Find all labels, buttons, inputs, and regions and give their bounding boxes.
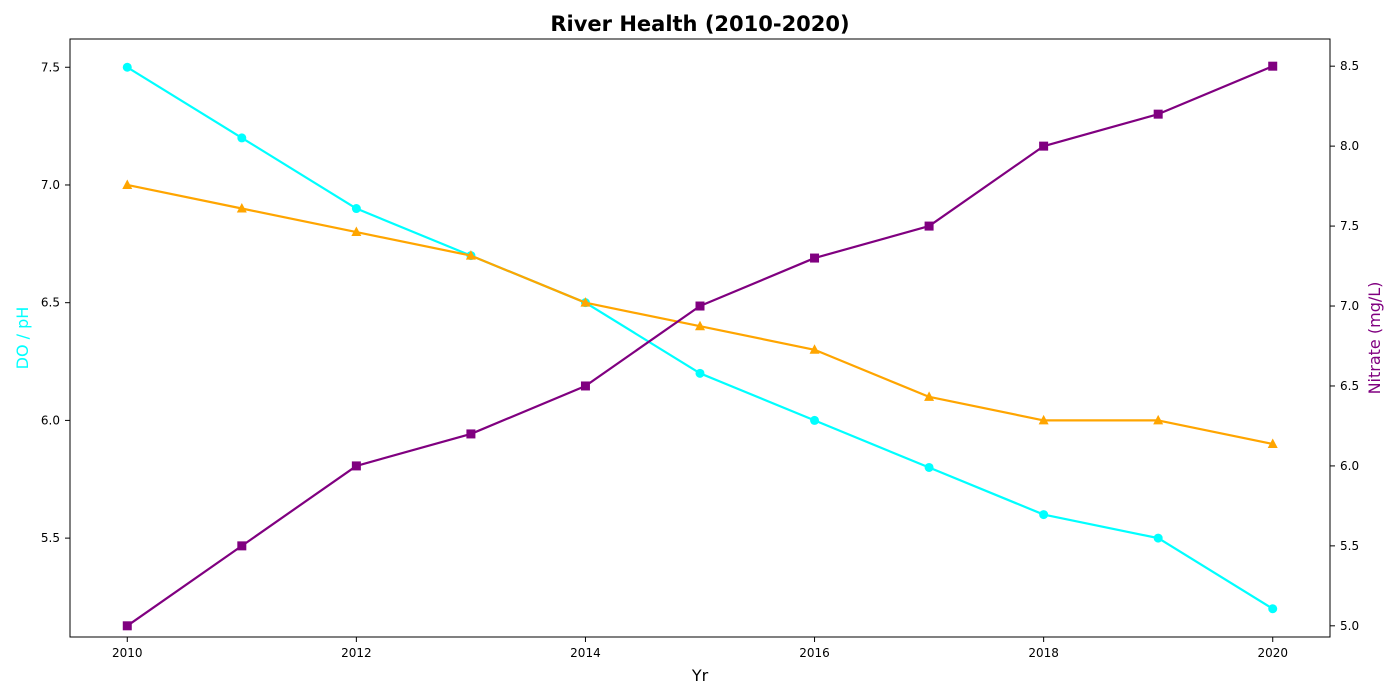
data-point xyxy=(1039,141,1049,151)
y-left-tick-label: 5.5 xyxy=(41,531,60,545)
data-point xyxy=(351,226,362,237)
y-left-tick-label: 6.5 xyxy=(41,296,60,310)
x-axis: 2010 2012 2014 2016 2018 2020 xyxy=(112,637,1288,660)
data-point xyxy=(1153,533,1163,543)
data-point xyxy=(1039,510,1049,520)
data-point xyxy=(695,320,705,331)
data-point xyxy=(1267,438,1278,448)
data-point xyxy=(810,415,820,425)
data-point xyxy=(580,297,591,307)
series-layer xyxy=(122,61,1278,631)
data-point xyxy=(1153,414,1164,425)
x-tick-label: 2010 xyxy=(112,646,143,660)
y-right-tick-label: 7.5 xyxy=(1340,219,1359,233)
data-point xyxy=(809,344,820,354)
data-point xyxy=(580,381,590,391)
data-point xyxy=(1268,604,1278,614)
y-axis-right: 5.0 5.5 6.0 6.5 7.0 7.5 8.0 8.5 xyxy=(1330,59,1359,633)
x-axis-label: Yr xyxy=(691,666,709,685)
y-right-tick-label: 7.0 xyxy=(1340,299,1359,313)
data-point xyxy=(122,179,133,189)
data-point xyxy=(924,221,934,231)
data-point xyxy=(695,368,705,378)
y-left-tick-label: 7.5 xyxy=(41,60,60,74)
y-right-tick-label: 8.0 xyxy=(1340,139,1359,153)
data-point xyxy=(351,461,361,471)
data-point xyxy=(122,62,132,72)
y-left-tick-label: 7.0 xyxy=(41,178,60,192)
data-point xyxy=(237,541,247,551)
data-point xyxy=(465,250,476,260)
series-line-2 xyxy=(126,65,1274,627)
y-left-tick-label: 6.0 xyxy=(41,413,60,427)
y-right-tick-label: 6.5 xyxy=(1340,379,1359,393)
y-right-tick-label: 6.0 xyxy=(1340,459,1359,473)
data-point xyxy=(237,133,247,143)
y-right-tick-label: 8.5 xyxy=(1340,59,1359,73)
data-point xyxy=(810,253,820,263)
x-tick-label: 2014 xyxy=(570,646,601,660)
chart-title: River Health (2010-2020) xyxy=(550,12,849,36)
series-line-1 xyxy=(127,183,1273,446)
data-point xyxy=(695,301,705,311)
y-axis-left: 5.5 6.0 6.5 7.0 7.5 xyxy=(41,60,70,545)
y-axis-left-label: DO / pH xyxy=(13,307,32,370)
series-line-0 xyxy=(126,66,1274,610)
data-point xyxy=(466,429,476,439)
data-point xyxy=(122,621,132,631)
y-right-tick-label: 5.0 xyxy=(1340,619,1359,633)
data-point xyxy=(1038,414,1049,425)
data-point xyxy=(1268,61,1278,71)
x-tick-label: 2012 xyxy=(341,646,372,660)
x-tick-label: 2016 xyxy=(799,646,830,660)
x-tick-label: 2020 xyxy=(1257,646,1288,660)
data-point xyxy=(236,203,247,213)
y-axis-right-label: Nitrate (mg/L) xyxy=(1365,282,1384,395)
data-point xyxy=(351,204,361,214)
plot-area xyxy=(69,38,1331,638)
data-point xyxy=(1153,109,1163,119)
y-right-tick-label: 5.5 xyxy=(1340,539,1359,553)
data-point xyxy=(924,462,934,472)
data-point xyxy=(924,391,935,401)
x-tick-label: 2018 xyxy=(1028,646,1059,660)
